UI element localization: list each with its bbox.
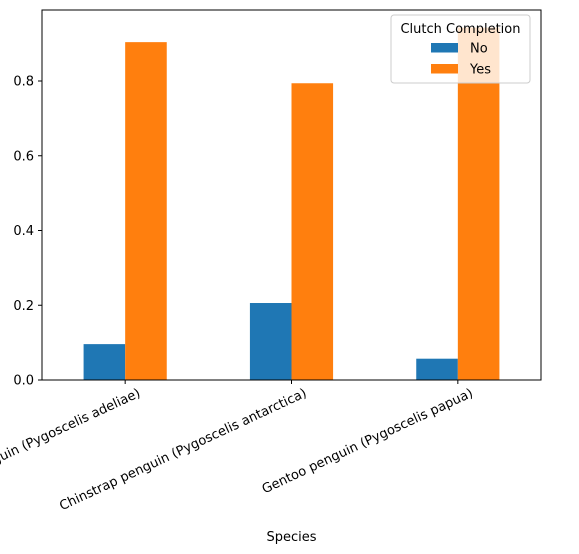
bar-no-1 (249, 303, 292, 380)
y-tick-label: 0.0 (13, 374, 34, 389)
y-tick-label: 0.8 (13, 75, 34, 90)
legend-box (390, 14, 531, 84)
x-axis-ticks: Adelie Penguin (Pygoscelis adeliae)Chins… (0, 380, 476, 514)
plot-frame (41, 9, 542, 381)
bars-group (83, 27, 500, 381)
bar-no-0 (83, 344, 126, 380)
y-axis-ticks: 0.0 0.2 0.4 0.6 0.8 (13, 75, 42, 389)
bar-yes-0 (125, 42, 167, 380)
bar-yes-2 (457, 27, 500, 381)
y-tick-label: 0.4 (13, 224, 34, 239)
x-axis-label: Species (266, 530, 316, 545)
y-tick-label: 0.6 (13, 149, 34, 164)
legend-label-yes: Yes (469, 63, 491, 78)
legend-title: Clutch Completion (400, 22, 520, 37)
legend: Clutch Completion No Yes (390, 14, 531, 84)
bar-no-2 (416, 358, 458, 380)
bar-yes-1 (291, 83, 334, 380)
y-tick-label: 0.2 (13, 299, 34, 314)
legend-swatch-yes (431, 64, 458, 74)
legend-label-no: No (470, 42, 488, 57)
legend-swatch-no (431, 43, 458, 53)
